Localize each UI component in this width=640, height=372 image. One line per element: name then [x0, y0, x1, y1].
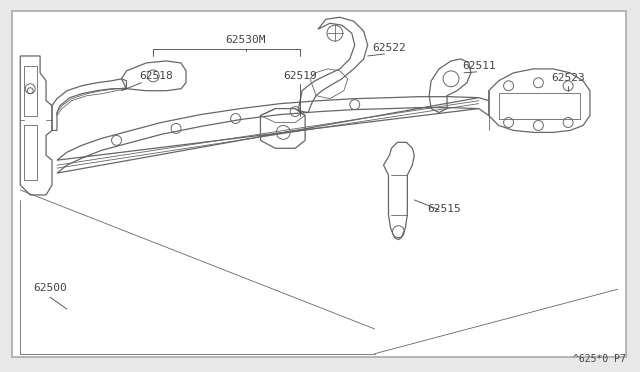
Text: 62522: 62522 [372, 43, 406, 53]
Text: 62523: 62523 [551, 73, 585, 83]
Text: 62515: 62515 [427, 204, 461, 214]
Text: 62518: 62518 [140, 71, 173, 81]
Text: 62519: 62519 [284, 71, 317, 81]
FancyBboxPatch shape [12, 11, 626, 357]
Text: 62511: 62511 [462, 61, 496, 71]
Text: 62500: 62500 [33, 283, 67, 293]
Text: ^625*0 P7: ^625*0 P7 [573, 354, 626, 364]
Text: 62530M: 62530M [225, 35, 266, 45]
